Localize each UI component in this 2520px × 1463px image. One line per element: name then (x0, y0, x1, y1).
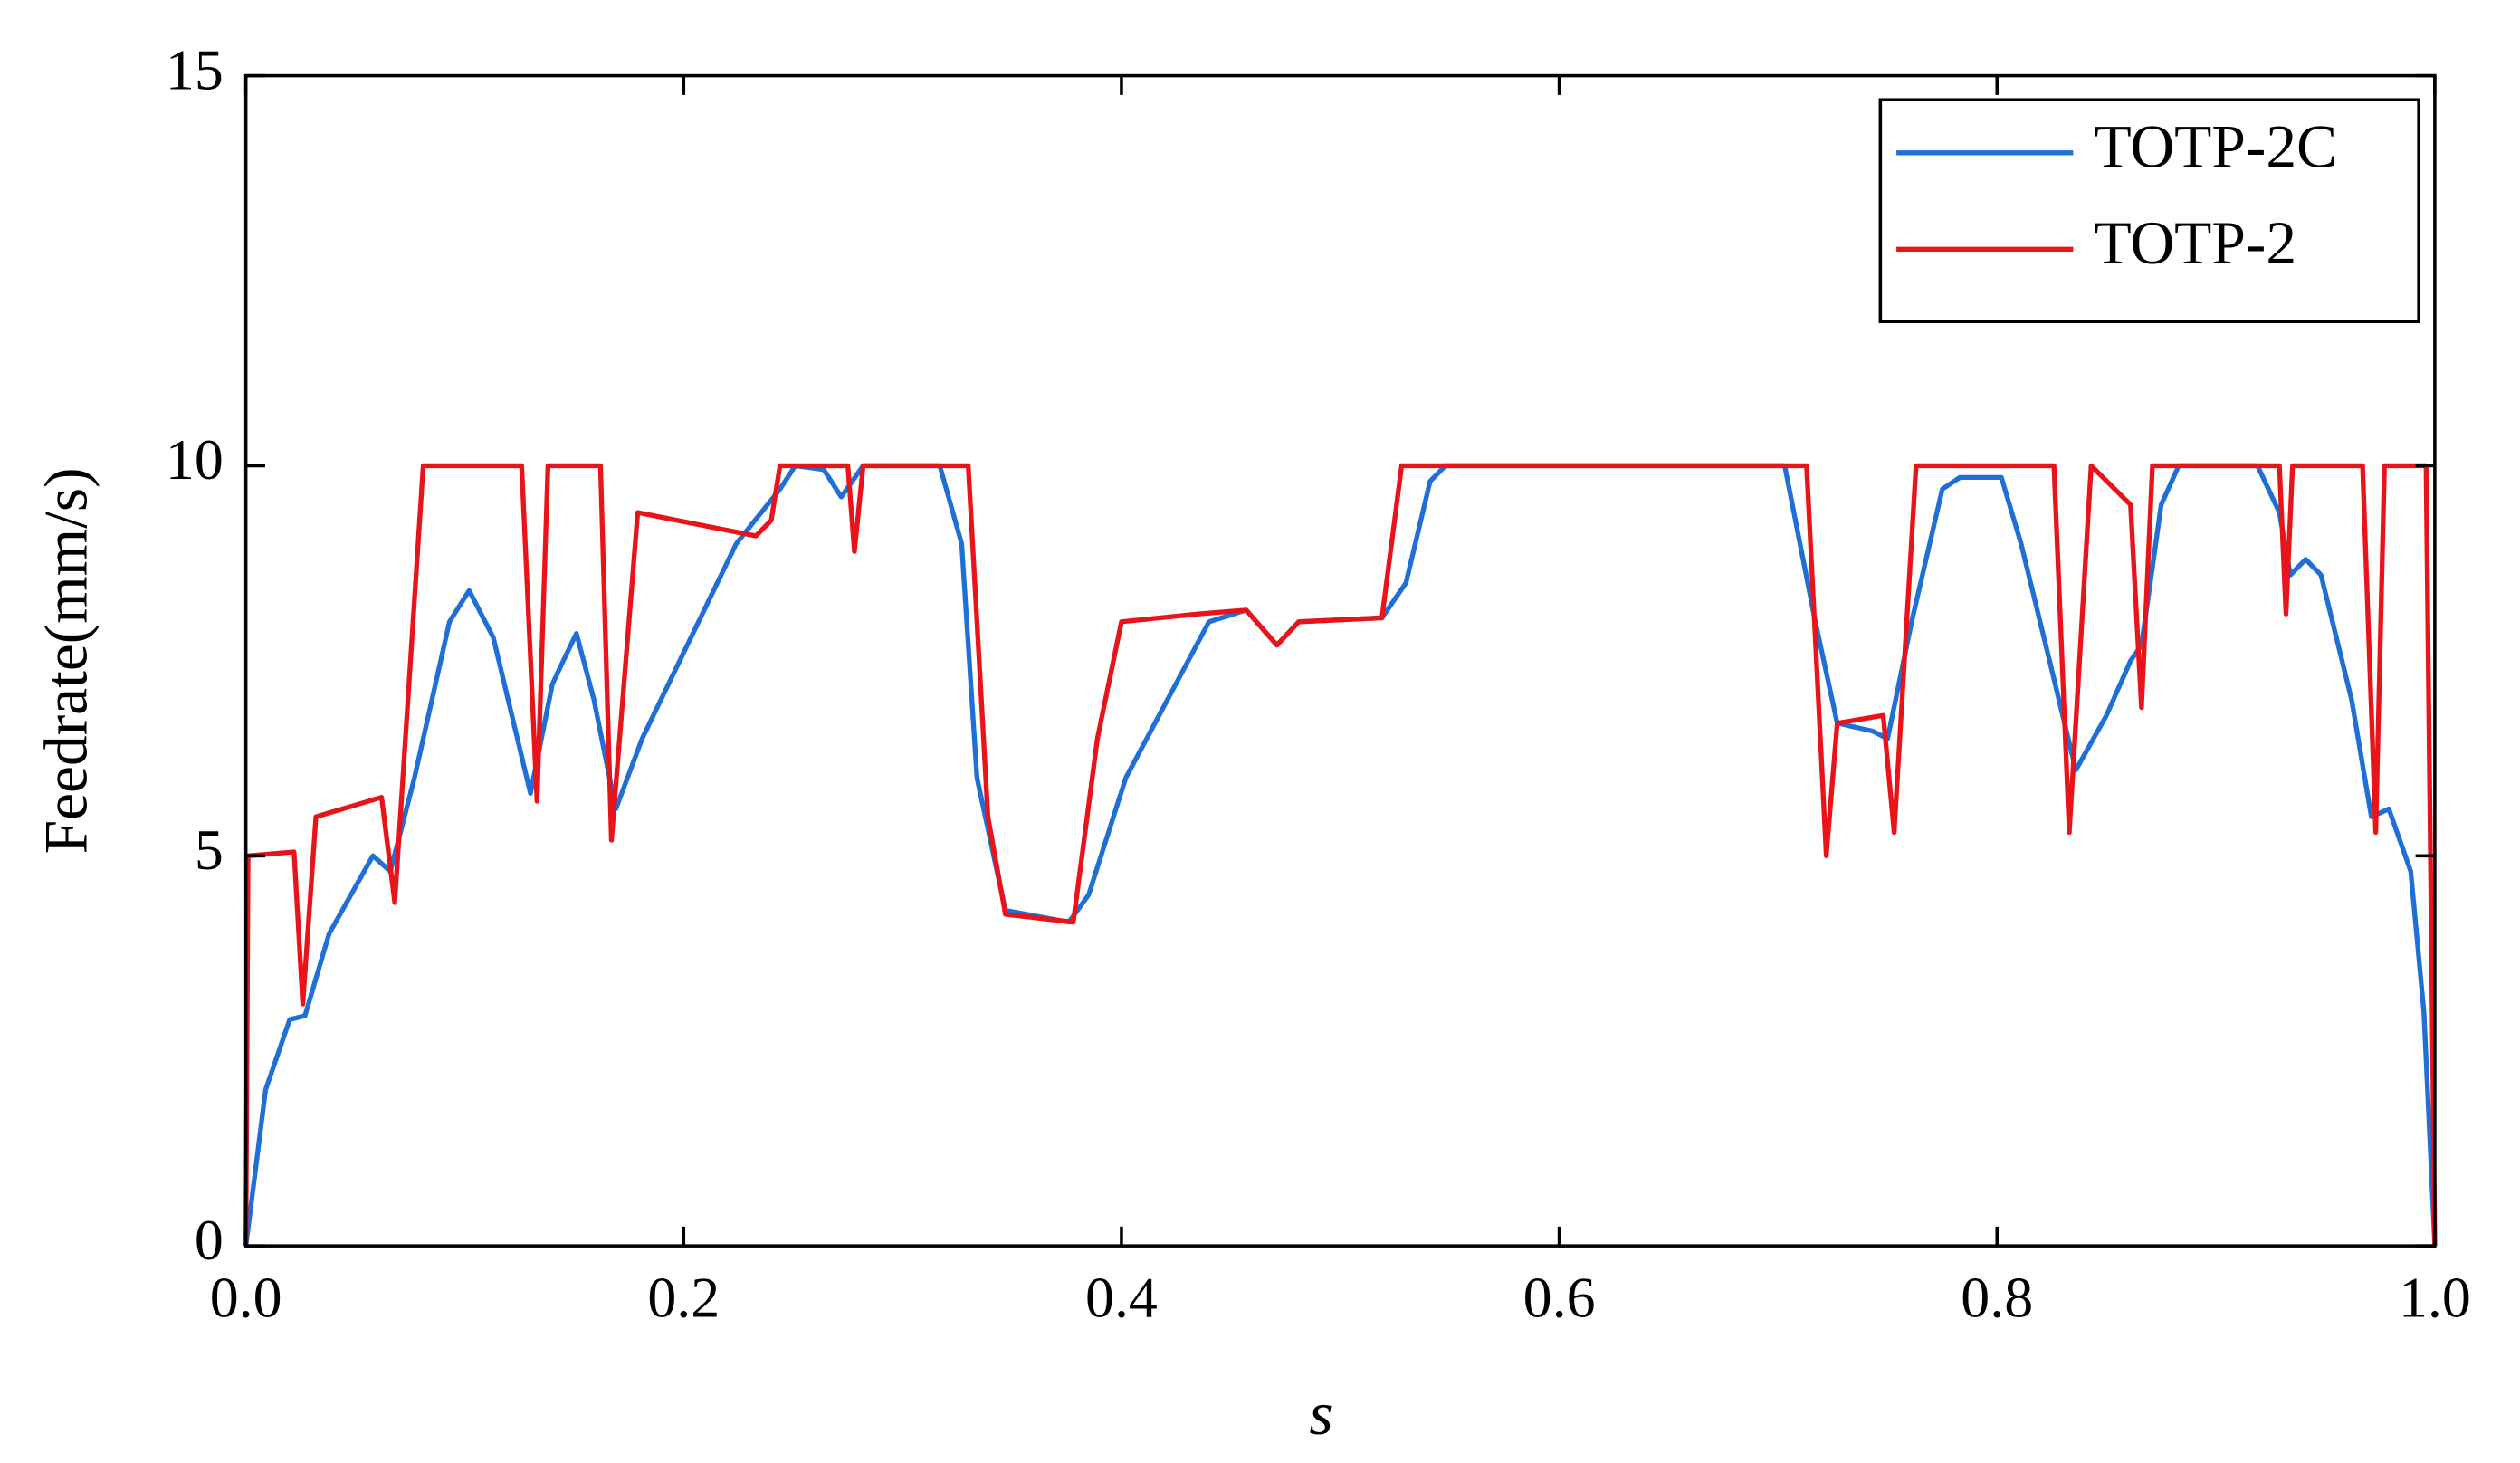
x-tick-label: 1.0 (2399, 1265, 2471, 1329)
y-tick-label: 10 (166, 427, 224, 492)
x-tick-label: 0.4 (1085, 1265, 1158, 1329)
series-line (243, 463, 2438, 1247)
legend-box (1878, 98, 2420, 324)
x-tick-label: 0.6 (1523, 1265, 1596, 1329)
y-tick-label: 5 (195, 818, 224, 882)
legend-label: TOTP-2C (2094, 112, 2337, 180)
series-line (243, 463, 2438, 1247)
legend-label: TOTP-2 (2094, 209, 2296, 277)
y-axis-label: Feedrate(mm/s) (32, 467, 100, 854)
y-tick-label: 15 (166, 37, 224, 101)
x-tick-label: 0.8 (1961, 1265, 2033, 1329)
x-tick-label: 0.0 (210, 1265, 282, 1329)
x-tick-label: 0.2 (647, 1265, 720, 1329)
plot-frame (243, 73, 2437, 1248)
x-axis-label: s (1309, 1380, 1332, 1448)
y-tick-label: 0 (195, 1208, 224, 1272)
